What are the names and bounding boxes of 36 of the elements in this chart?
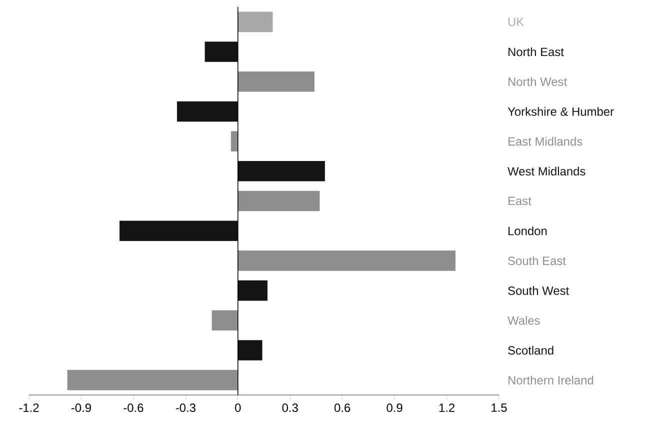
y-tick-label: East (508, 196, 532, 206)
x-tick-label: 1.5 (492, 404, 507, 412)
y-tick-label: London (508, 226, 547, 236)
y-tick-label: Northern Ireland (508, 376, 594, 384)
x-tick-label: -0.6 (124, 404, 144, 412)
y-tick-label: South East (508, 256, 566, 266)
y-tick-label: West Midlands (508, 166, 586, 176)
x-tick-label: 0 (235, 404, 241, 412)
x-tick-label: 1.2 (439, 404, 454, 412)
y-tick-label: North East (508, 47, 564, 56)
y-tick-label: Scotland (508, 346, 554, 355)
x-tick-label: 0.6 (334, 404, 350, 412)
y-tick-label: East Midlands (508, 136, 582, 146)
x-tick-label: -0.9 (71, 404, 91, 412)
x-tick-label: 0.9 (386, 404, 402, 412)
bar (67, 370, 238, 390)
y-tick-label: Wales (508, 316, 540, 325)
bar (238, 12, 273, 32)
bar (238, 190, 320, 212)
y-tick-label: South West (508, 286, 570, 295)
y-tick-label: North West (508, 77, 568, 86)
bar (238, 71, 314, 92)
y-tick-label: Yorkshire & Humber (508, 107, 614, 116)
bar (212, 310, 238, 331)
x-tick-label: -1.2 (19, 404, 39, 412)
x-tick-label: -0.3 (176, 404, 196, 412)
bar (238, 340, 262, 360)
bar (238, 161, 325, 182)
x-tick-label: 0.3 (282, 404, 298, 412)
y-tick-label: UK (508, 18, 524, 26)
bar (230, 131, 238, 152)
bar (204, 42, 238, 62)
bar (120, 220, 238, 241)
bar (176, 101, 238, 122)
bar (238, 250, 456, 271)
bar (238, 280, 268, 301)
